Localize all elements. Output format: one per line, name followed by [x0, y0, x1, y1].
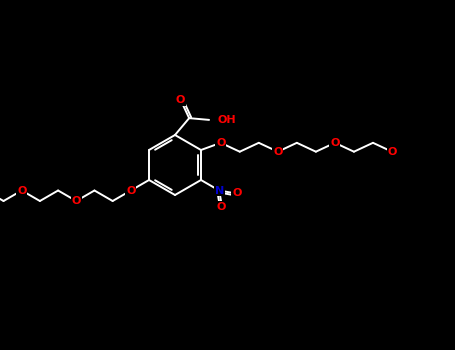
Text: O: O	[330, 138, 339, 148]
Text: O: O	[217, 202, 226, 212]
Text: O: O	[71, 196, 81, 206]
Text: OH: OH	[217, 115, 236, 125]
Text: O: O	[387, 147, 397, 157]
Text: N: N	[215, 186, 224, 196]
Text: O: O	[273, 147, 283, 157]
Text: O: O	[232, 188, 242, 198]
Text: O: O	[176, 95, 185, 105]
Text: O: O	[17, 186, 26, 196]
Text: O: O	[126, 186, 136, 196]
Text: O: O	[216, 138, 225, 148]
